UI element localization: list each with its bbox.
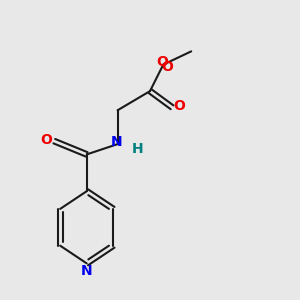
Text: O: O: [173, 99, 185, 113]
Text: N: N: [81, 264, 92, 278]
Text: O: O: [40, 133, 52, 147]
Text: O: O: [156, 55, 168, 69]
Text: O: O: [161, 60, 173, 74]
Text: N: N: [111, 135, 122, 149]
Text: H: H: [132, 142, 144, 156]
